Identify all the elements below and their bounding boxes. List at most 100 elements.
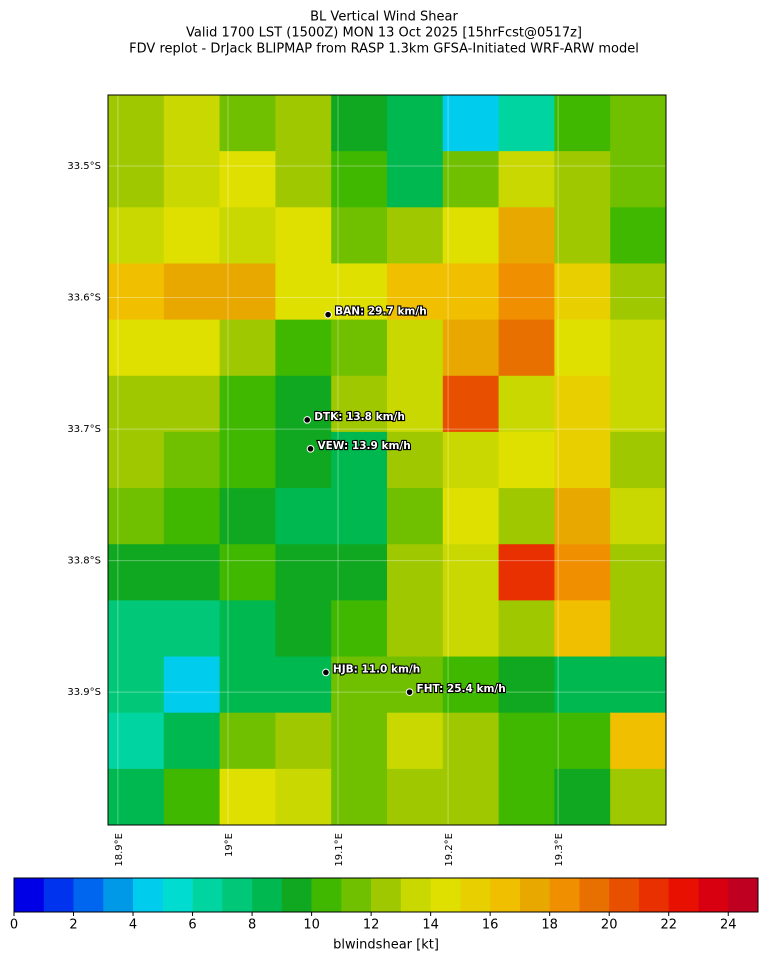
shear-cell (442, 712, 500, 770)
shear-cell (163, 431, 221, 489)
shear-cell (442, 95, 500, 152)
shear-cell (163, 712, 221, 770)
shear-cell (163, 488, 221, 545)
shear-cell (554, 95, 611, 152)
shear-cell (498, 600, 555, 658)
shear-cell (331, 768, 388, 826)
shear-cell (108, 712, 165, 770)
x-tick-label: 18.9°E (114, 833, 125, 867)
shear-cell (331, 151, 388, 208)
shear-cell (610, 431, 667, 489)
shear-cell (163, 207, 221, 264)
shear-cell (275, 600, 332, 658)
colorbar-bin (311, 878, 342, 912)
shear-cell (163, 375, 221, 433)
shear-cell (554, 151, 611, 208)
shear-cell (108, 600, 165, 658)
shear-cell (331, 656, 388, 714)
shear-cell (275, 431, 332, 489)
shear-cell (442, 431, 500, 489)
x-tick-label: 19.2°E (444, 833, 455, 867)
station-marker (324, 310, 332, 319)
shear-cell (275, 263, 332, 321)
shear-cell (219, 207, 276, 264)
title-line: FDV replot - DrJack BLIPMAP from RASP 1.… (129, 42, 639, 57)
shear-cell (498, 431, 555, 489)
x-tick-label: 19.3°E (554, 833, 565, 867)
shear-cell (331, 600, 388, 658)
shear-cell (163, 600, 221, 658)
shear-cell (108, 319, 165, 377)
y-tick-label: 33.6°S (67, 293, 101, 304)
shear-cell (219, 375, 276, 433)
y-tick-label: 33.5°S (67, 161, 101, 172)
shear-cell (219, 600, 276, 658)
colorbar-label: blwindshear [kt] (333, 938, 439, 953)
shear-cell (442, 544, 500, 601)
title-line: Valid 1700 LST (1500Z) MON 13 Oct 2025 [… (186, 26, 582, 41)
shear-cell (387, 656, 444, 714)
shear-cell (275, 768, 332, 826)
station-label: HJB: 11.0 km/h (333, 663, 420, 675)
shear-cell (610, 319, 667, 377)
colorbar-tick-label: 22 (660, 918, 677, 933)
shear-cell (219, 768, 276, 826)
shear-cell (275, 319, 332, 377)
shear-cell (275, 712, 332, 770)
shear-cell (331, 712, 388, 770)
colorbar-tick-label: 24 (720, 918, 737, 933)
shear-cell (387, 263, 444, 321)
shear-cell (498, 488, 555, 545)
shear-cell (498, 544, 555, 601)
shear-cell (387, 712, 444, 770)
shear-cell (331, 375, 388, 433)
colorbar-bin (341, 878, 372, 912)
colorbar-tick-label: 12 (363, 918, 380, 933)
shear-cell (219, 263, 276, 321)
colorbar-tick-label: 8 (248, 918, 256, 933)
shear-cell (108, 488, 165, 545)
shear-cell (610, 207, 667, 264)
shear-cell (498, 712, 555, 770)
colorbar-bin (698, 878, 729, 912)
shear-cell (387, 600, 444, 658)
station-label: FHT: 25.4 km/h (417, 683, 506, 695)
shear-cell (331, 95, 388, 152)
shear-cell (275, 95, 332, 152)
colorbar-frame (13, 877, 759, 913)
shear-cell (554, 319, 611, 377)
shear-cell (108, 263, 165, 321)
shear-cell (554, 263, 611, 321)
shear-cell (387, 375, 444, 433)
shear-cell (163, 544, 221, 601)
shear-cell (108, 544, 165, 601)
shear-cell (610, 488, 667, 545)
shear-cell (275, 207, 332, 264)
station-marker (306, 445, 315, 453)
colorbar-bin (579, 878, 610, 912)
y-tick-label: 33.7°S (67, 424, 101, 435)
shear-cell (387, 488, 444, 545)
colorbar-bin (73, 878, 104, 912)
shear-cell (554, 712, 611, 770)
colorbar-tick-label: 0 (10, 918, 18, 933)
shear-cell (442, 263, 500, 321)
x-tick-label: 19.1°E (334, 833, 345, 867)
shear-cell (108, 207, 165, 264)
shear-cell (387, 544, 444, 601)
shear-cell (554, 768, 611, 826)
shear-cell (610, 375, 667, 433)
shear-cell (108, 375, 165, 433)
shear-cell (108, 656, 165, 714)
shear-cell (498, 319, 555, 377)
shear-cell (331, 319, 388, 377)
shear-cell (610, 263, 667, 321)
shear-cell (331, 488, 388, 545)
shear-cell (554, 207, 611, 264)
shear-cell (442, 768, 500, 826)
shear-cell (610, 600, 667, 658)
colorbar-bin (14, 878, 45, 912)
colorbar-tick-label: 10 (303, 918, 320, 933)
colorbar-bin (222, 878, 253, 912)
